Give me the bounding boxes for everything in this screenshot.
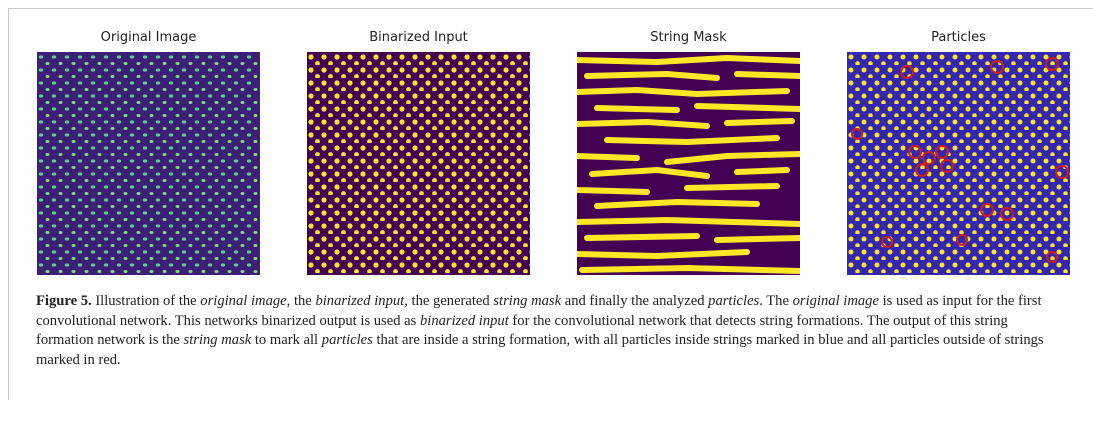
- frame-border: [8, 8, 9, 400]
- caption-text: and finally the analyzed: [561, 293, 708, 309]
- caption-text: string mask: [493, 293, 561, 309]
- string-mask: [577, 52, 800, 275]
- panel-title: Particles: [847, 30, 1070, 45]
- page: Original Image Binarized Input String Ma…: [0, 0, 1093, 430]
- caption-label: Figure 5.: [36, 293, 92, 309]
- caption-text: , the: [287, 293, 316, 309]
- caption-text: particles: [322, 332, 373, 348]
- panel-title: Original Image: [37, 30, 260, 45]
- caption-text: binarized input: [420, 313, 509, 329]
- binarized-input: [307, 52, 530, 275]
- caption-text: Illustration of the: [92, 293, 201, 309]
- original-image: [37, 52, 260, 275]
- caption-text: original image: [793, 293, 879, 309]
- caption-text: . The: [759, 293, 792, 309]
- frame-border: [8, 8, 1093, 9]
- panel-title: String Mask: [577, 30, 800, 45]
- panel-title: Binarized Input: [307, 30, 530, 45]
- caption-text: , the generated: [404, 293, 493, 309]
- caption-text: binarized input: [315, 293, 404, 309]
- caption-text: particles: [708, 293, 759, 309]
- caption-text: original image: [200, 293, 286, 309]
- caption-text: string mask: [184, 332, 252, 348]
- caption-text: to mark all: [251, 332, 322, 348]
- figure-caption: Figure 5. Illustration of the original i…: [36, 292, 1066, 370]
- particles: [847, 52, 1070, 275]
